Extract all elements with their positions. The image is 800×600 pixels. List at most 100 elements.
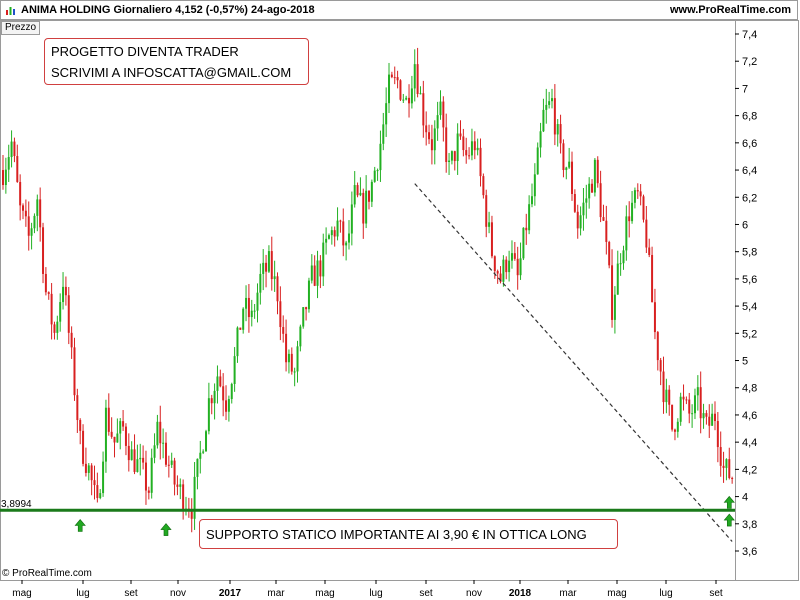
candle-body xyxy=(147,490,150,493)
candle-body xyxy=(236,327,239,357)
candle-body xyxy=(202,451,205,453)
candle-body xyxy=(239,327,242,330)
candle-body xyxy=(139,457,142,460)
candle-body xyxy=(144,462,147,491)
candle-body xyxy=(270,251,273,280)
candle-body xyxy=(442,101,445,128)
candle-body xyxy=(465,150,468,156)
candle-body xyxy=(227,399,230,412)
candle-body xyxy=(653,302,656,333)
candle-body xyxy=(330,230,333,236)
candle-body xyxy=(579,215,582,229)
candle-body xyxy=(82,430,85,464)
candle-body xyxy=(107,407,110,432)
up-arrow-icon xyxy=(723,495,735,509)
candle-body xyxy=(164,442,167,465)
candle-body xyxy=(119,421,122,434)
candle-body xyxy=(656,332,659,361)
candle-body xyxy=(536,147,539,175)
candle-body xyxy=(665,389,668,403)
y-tick-label: 6,2 xyxy=(742,192,757,204)
candle-body xyxy=(516,258,519,276)
candle-body xyxy=(422,93,425,126)
candle-body xyxy=(133,449,136,472)
candle-body xyxy=(267,251,270,272)
y-tick-label: 4,8 xyxy=(742,383,757,395)
x-tick-label: set xyxy=(419,588,433,599)
candle-body xyxy=(53,324,56,333)
candle-body xyxy=(353,185,356,205)
candle-body xyxy=(528,204,531,231)
candle-body xyxy=(167,464,170,466)
x-tick-label: nov xyxy=(466,588,482,599)
candle-body xyxy=(702,413,705,419)
candle-body xyxy=(113,436,116,443)
candle-body xyxy=(470,141,473,156)
candle-body xyxy=(576,211,579,229)
note-top-line-2: SCRIVIMI A INFOSCATTA@GMAIL.COM xyxy=(51,65,292,80)
candle-body xyxy=(545,104,548,110)
y-tick-label: 6 xyxy=(742,219,748,231)
site-link[interactable]: www.ProRealTime.com xyxy=(669,4,791,16)
candle-body xyxy=(305,307,308,310)
candle-body xyxy=(302,307,305,327)
candle-body xyxy=(628,216,631,222)
candle-body xyxy=(265,262,268,272)
candle-body xyxy=(67,295,70,333)
candle-body xyxy=(448,160,451,163)
candle-body xyxy=(402,99,405,101)
candle-body xyxy=(379,143,382,171)
candle-body xyxy=(696,387,699,396)
candle-body xyxy=(273,276,276,280)
candle-body xyxy=(711,413,714,426)
candle-body xyxy=(430,139,433,151)
y-tick-label: 5,4 xyxy=(742,301,757,313)
candle-body xyxy=(722,465,725,468)
candle-body xyxy=(39,199,42,228)
candle-body xyxy=(662,371,665,403)
candle-body xyxy=(362,192,365,224)
candle-body xyxy=(136,459,139,472)
trendline xyxy=(414,183,733,542)
candle-body xyxy=(62,286,65,303)
candle-body xyxy=(659,360,662,372)
candle-body xyxy=(473,141,476,151)
candle-body xyxy=(582,202,585,216)
x-tick-label: 2018 xyxy=(509,588,532,599)
candle-body xyxy=(705,413,708,417)
candle-body xyxy=(259,273,262,293)
candle-body xyxy=(159,421,162,444)
candle-body xyxy=(562,143,565,171)
panel-label: Prezzo xyxy=(1,21,41,35)
candle-body xyxy=(525,227,528,231)
candle-body xyxy=(496,271,499,274)
candle-body xyxy=(79,420,82,431)
candle-body xyxy=(553,98,556,135)
candle-body xyxy=(556,124,559,135)
y-tick-label: 5,2 xyxy=(742,328,757,340)
candle-body xyxy=(619,263,622,265)
candle-body xyxy=(439,101,442,116)
candle-body xyxy=(90,465,93,481)
candle-body xyxy=(433,128,436,151)
candle-body xyxy=(4,169,7,186)
candle-body xyxy=(162,442,165,444)
candle-body xyxy=(156,421,159,446)
candle-body xyxy=(453,151,456,162)
candle-body xyxy=(130,449,133,461)
candle-body xyxy=(296,346,299,372)
candle-body xyxy=(245,297,248,309)
y-tick-label: 5,8 xyxy=(742,247,757,259)
candle-body xyxy=(533,174,536,197)
candle-body xyxy=(36,199,39,216)
candle-body xyxy=(648,247,651,255)
y-tick-label: 4,4 xyxy=(742,437,757,449)
candle-body xyxy=(625,216,628,251)
candle-body xyxy=(499,273,502,282)
candle-body xyxy=(482,176,485,196)
candle-body xyxy=(84,463,87,473)
candle-body xyxy=(510,253,513,261)
candle-body xyxy=(350,204,353,234)
y-tick-label: 4 xyxy=(742,492,748,504)
